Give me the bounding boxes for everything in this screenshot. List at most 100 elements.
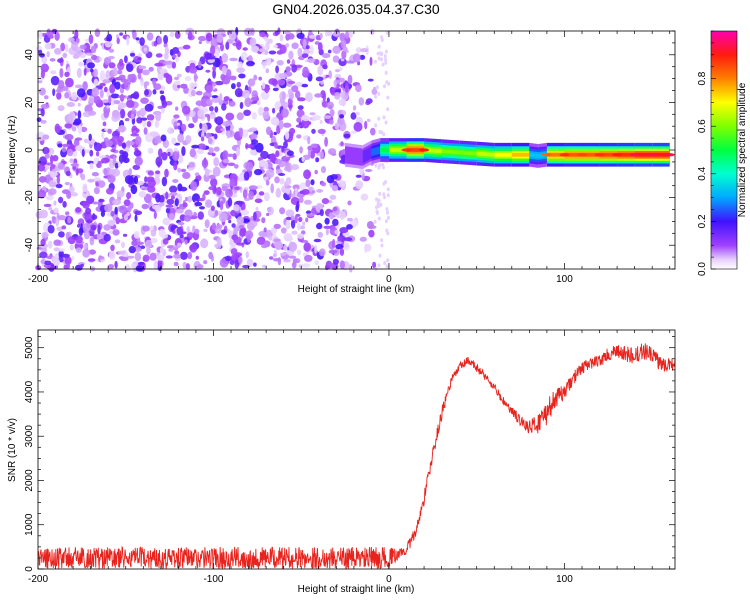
spectrogram-noise-blob <box>132 29 137 40</box>
spectrogram-noise-blob <box>384 49 388 54</box>
spectrogram-noise-blob <box>283 141 288 149</box>
spectrogram-noise-blob <box>173 253 181 259</box>
spectrogram-noise-blob <box>185 135 192 144</box>
spectrogram-noise-blob <box>352 53 361 63</box>
spectrogram-noise-blob <box>104 203 113 213</box>
spectrogram-noise-blob <box>229 57 238 62</box>
spectrogram-noise-blob <box>75 247 82 253</box>
spectrogram-noise-blob <box>144 176 148 183</box>
spectrogram-noise-blob <box>74 84 83 89</box>
spectrogram-noise-blob <box>269 256 274 260</box>
spectrogram-noise-blob <box>258 76 263 81</box>
spectrogram-noise-blob <box>328 70 333 79</box>
spectrogram-noise-blob <box>85 207 92 215</box>
spectrogram-noise-blob <box>378 191 382 196</box>
spectrogram-noise-blob <box>239 228 247 237</box>
spectrogram-noise-blob <box>305 217 309 223</box>
spectrogram-noise-blob <box>38 31 43 40</box>
spectrogram-noise-blob <box>103 233 111 242</box>
spectrogram-noise-blob <box>189 148 196 158</box>
spectrogram-noise-blob <box>108 48 115 53</box>
spectrogram-noise-blob <box>299 146 303 154</box>
spectrogram-noise-blob <box>198 60 202 69</box>
spectrogram-noise-blob <box>48 207 53 211</box>
spectrogram-band-core <box>629 153 640 157</box>
spectrogram-noise-blob <box>127 74 133 83</box>
spectrogram-noise-blob <box>204 219 210 229</box>
spectrogram-noise-blob <box>58 231 65 238</box>
spectrogram-noise-blob <box>43 203 52 208</box>
spectrogram-noise-blob <box>314 41 320 45</box>
spectrogram-noise-blob <box>135 37 140 41</box>
spectrogram-noise-blob <box>250 96 260 102</box>
spectrogram-noise-blob <box>302 221 306 226</box>
spectrogram-noise-blob <box>324 217 330 225</box>
spectrogram-noise-blob <box>238 73 246 79</box>
spectrogram-noise-blob <box>359 54 366 60</box>
spectrogram-noise-blob <box>102 99 109 104</box>
spectrogram-noise-blob <box>373 219 377 224</box>
spectrogram-noise-blob <box>286 59 291 64</box>
spectrogram-noise-blob <box>334 69 341 73</box>
spectrogram-noise-blob <box>118 256 124 260</box>
spectrogram-noise-blob <box>153 83 162 90</box>
spectrogram-noise-blob <box>331 184 339 192</box>
spectrogram-noise-blob <box>364 243 372 252</box>
spectrogram-noise-blob <box>55 217 59 227</box>
spectrogram-noise-blob <box>258 230 268 238</box>
spectrogram-noise-blob <box>338 98 347 106</box>
spectrogram-noise-blob <box>211 222 217 231</box>
spectrogram-noise-blob <box>270 116 280 126</box>
spectrogram-noise-blob <box>210 45 216 55</box>
spectrogram-noise-blob <box>75 235 83 244</box>
spectrogram-noise-blob <box>213 157 220 167</box>
spectrogram-noise-blob <box>71 192 78 197</box>
spectrogram-noise-blob <box>266 126 272 135</box>
spectrogram-noise-blob <box>212 66 217 71</box>
spectrogram-noise-blob <box>108 250 116 260</box>
spectrogram-noise-blob <box>139 37 145 46</box>
spectrogram-noise-blob <box>249 37 257 48</box>
spectrogram-noise-blob <box>338 58 347 67</box>
spectrogram-noise-blob <box>140 245 146 249</box>
spectrogram-noise-blob <box>204 168 210 177</box>
spectrogram-noise-blob <box>319 150 324 160</box>
spectrogram-noise-blob <box>332 258 339 265</box>
spectrogram-noise-blob <box>234 186 240 190</box>
spectrogram-noise-blob <box>375 85 379 90</box>
spectrogram-noise-blob <box>72 166 76 170</box>
spectrogram-noise-blob <box>137 261 145 265</box>
spectrogram-noise-blob <box>188 123 195 129</box>
spectrogram-noise-blob <box>103 57 112 65</box>
spectrogram-noise-blob <box>334 122 340 130</box>
spectrogram-noise-blob <box>247 78 256 87</box>
spectrogram-noise-blob <box>182 172 191 179</box>
spectrogram-noise-blob <box>339 67 343 71</box>
spectrogram-noise-blob <box>148 66 154 72</box>
spectrogram-noise-blob <box>296 117 302 123</box>
spectrogram-noise-blob <box>40 107 45 117</box>
spectrogram-noise-blob <box>118 250 126 255</box>
spectrogram-noise-blob <box>124 55 128 64</box>
spectrogram-noise-blob <box>329 119 334 125</box>
spectrogram-noise-blob <box>215 125 224 134</box>
spectrogram-y-tick-label: -40 <box>24 238 35 253</box>
spectrogram-noise-blob <box>285 131 290 140</box>
spectrogram-band-segment <box>617 152 635 157</box>
spectrogram-noise-blob <box>196 149 205 155</box>
spectrogram-noise-blob <box>181 146 186 157</box>
spectrogram-noise-blob <box>147 185 156 193</box>
spectrogram-noise-blob <box>343 46 348 52</box>
spectrogram-noise-blob <box>210 205 215 212</box>
spectrogram-noise-blob <box>347 74 353 85</box>
spectrogram-noise-blob <box>291 193 296 199</box>
spectrogram-noise-blob <box>338 180 346 188</box>
spectrogram-noise-blob <box>149 131 159 137</box>
spectrogram-noise-blob <box>343 237 353 242</box>
spectrogram-noise-blob <box>155 53 163 58</box>
spectrogram-noise-blob <box>380 238 384 243</box>
spectrogram-noise-blob <box>285 209 295 217</box>
spectrogram-noise-blob <box>125 140 135 146</box>
spectrogram-noise-blob <box>317 128 326 134</box>
